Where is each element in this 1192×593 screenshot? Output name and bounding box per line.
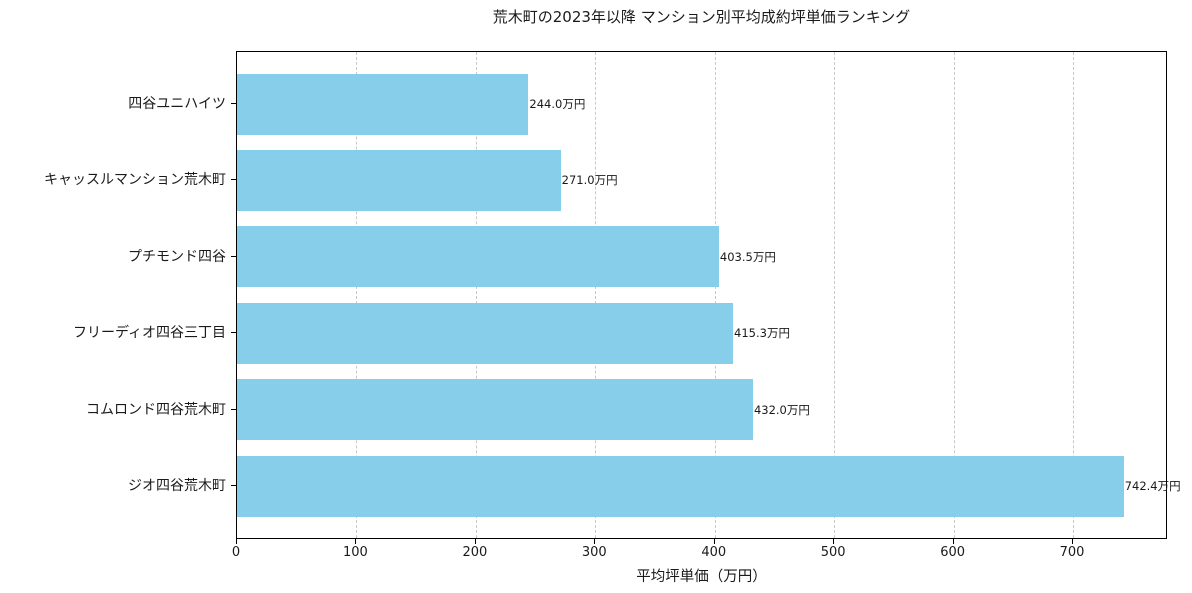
bar-value-label: 432.0万円 bbox=[753, 402, 810, 417]
gridline bbox=[834, 52, 836, 538]
x-tick bbox=[236, 539, 237, 544]
x-tick bbox=[952, 539, 954, 544]
x-tick bbox=[474, 539, 476, 544]
y-tick bbox=[231, 485, 236, 486]
bar bbox=[237, 73, 529, 135]
y-tick bbox=[231, 179, 236, 181]
bar bbox=[237, 455, 1124, 517]
y-tick bbox=[231, 255, 236, 257]
x-tick bbox=[355, 539, 357, 544]
gridline bbox=[953, 52, 955, 538]
bar bbox=[237, 226, 719, 288]
x-tick-label: 700 bbox=[1059, 545, 1085, 560]
x-tick-label: 300 bbox=[581, 545, 607, 560]
x-tick-label: 600 bbox=[940, 545, 966, 560]
bar-value-label: 415.3万円 bbox=[734, 326, 790, 341]
y-tick-label: 四谷ユニハイツ bbox=[128, 96, 226, 112]
y-tick bbox=[231, 408, 236, 410]
x-tick-label: 100 bbox=[343, 545, 368, 560]
chart-title: 荒木町の2023年以降 マンション別平均成約坪単価ランキング bbox=[492, 8, 911, 26]
x-tick-label: 200 bbox=[462, 545, 488, 560]
plot-area: 244.0万円 271.0万円 403.5万円 415.3万円 432.0万円 742.4… bbox=[236, 51, 1181, 539]
x-tick bbox=[713, 539, 715, 544]
y-tick-label: ジオ四谷荒木町 bbox=[128, 478, 226, 494]
y-tick-label: フリーディオ四谷三丁目 bbox=[72, 325, 226, 342]
x-tick bbox=[1072, 539, 1074, 544]
x-tick-label: 400 bbox=[701, 545, 727, 560]
bar bbox=[237, 302, 734, 364]
bar-value-label: 403.5万円 bbox=[719, 249, 776, 264]
bar bbox=[237, 379, 753, 441]
x-tick bbox=[833, 539, 835, 544]
y-tick bbox=[231, 332, 236, 334]
gridline bbox=[595, 52, 597, 538]
y-tick-label: キャッスルマンション荒木町 bbox=[44, 172, 226, 189]
y-tick-label: コムロンド四谷荒木町 bbox=[86, 401, 226, 418]
x-axis-title: 平均坪単価（万円） bbox=[636, 569, 767, 585]
y-tick bbox=[231, 103, 236, 104]
gridline bbox=[475, 52, 477, 538]
bar bbox=[237, 149, 561, 211]
bar-value-label: 742.4万円 bbox=[1124, 479, 1181, 493]
gridline bbox=[1073, 52, 1075, 538]
x-tick-label: 500 bbox=[820, 545, 846, 560]
gridline bbox=[356, 52, 358, 538]
gridline bbox=[714, 52, 716, 538]
bar-value-label: 271.0万円 bbox=[561, 173, 618, 188]
x-tick-label: 0 bbox=[231, 545, 241, 560]
x-tick bbox=[594, 539, 596, 544]
y-tick-label: プチモンド四谷 bbox=[128, 248, 226, 265]
bar-value-label: 244.0万円 bbox=[529, 97, 586, 111]
